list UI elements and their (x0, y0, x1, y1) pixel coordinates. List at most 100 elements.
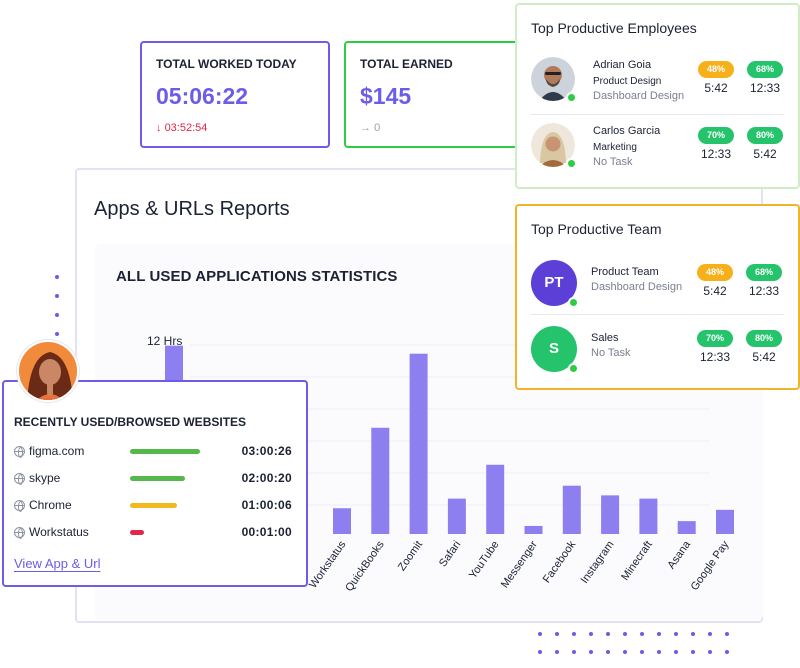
employee-time-1: 5:42 (704, 81, 728, 95)
team-time-1: 12:33 (699, 350, 731, 364)
x-tick-label: Messenger (499, 539, 540, 591)
website-row[interactable]: skype 02:00:20 (14, 471, 300, 487)
website-row[interactable]: Chrome 01:00:06 (14, 498, 300, 514)
recent-websites-card: RECENTLY USED/BROWSED WEBSITES figma.com… (2, 380, 308, 587)
bar (677, 521, 696, 534)
online-status-icon (568, 297, 579, 308)
divider (531, 314, 784, 315)
avatar-photo-icon (531, 123, 575, 167)
team-name: Sales (591, 332, 619, 344)
arrow-down-icon: ↓ (156, 122, 162, 134)
website-time: 01:00:06 (241, 498, 292, 512)
globe-icon (14, 473, 25, 485)
employee-time-2: 5:42 (753, 147, 777, 161)
employee-badge-2: 68% (747, 61, 783, 78)
team-badge-2: 68% (746, 264, 782, 281)
team-avatar: S (531, 326, 579, 374)
arrow-right-icon: → (360, 122, 371, 134)
report-title: Apps & URLs Reports (94, 198, 290, 220)
website-time: 03:00:26 (241, 444, 292, 458)
bar (371, 427, 390, 534)
view-app-url-link[interactable]: View App & Url (14, 556, 101, 571)
x-tick-label: QuickBooks (343, 538, 387, 593)
avatar-photo-icon (531, 57, 575, 101)
x-tick-label: Google Pay (689, 538, 732, 592)
team-time-1: 5:42 (703, 284, 727, 298)
website-name: figma.com (29, 444, 85, 458)
employee-badge-1: 70% (698, 127, 734, 144)
total-earned-sub-value: 0 (374, 122, 381, 134)
team-badge-1: 70% (697, 330, 733, 347)
website-usage-bar (130, 503, 177, 508)
x-tick-label: Safari (437, 539, 463, 569)
avatar (531, 57, 577, 103)
website-usage-bar (130, 449, 200, 454)
bar (486, 464, 505, 534)
website-name: Chrome (29, 498, 72, 512)
x-tick-label: Asana (665, 538, 693, 571)
online-status-icon (568, 363, 579, 374)
total-earned-card: TOTAL EARNED $145 → 0 (344, 41, 534, 148)
total-earned-sub: → 0 (360, 122, 518, 134)
employee-row[interactable]: Carlos Garcia Marketing No Task 70% 80% … (531, 123, 791, 179)
team-time-2: 12:33 (748, 284, 780, 298)
employee-role: Marketing (593, 142, 637, 153)
total-earned-value: $145 (360, 83, 412, 109)
bar (716, 509, 734, 534)
total-worked-sub: ↓ 03:52:54 (156, 122, 314, 134)
x-tick-label: Instagram (579, 539, 617, 586)
team-initials: S (548, 340, 559, 357)
top-employees-card: Top Productive Employees Adrian Goia Pro… (515, 3, 800, 189)
x-tick-label: YouTube (467, 539, 502, 581)
team-row[interactable]: S Sales No Task 70% 80% 12:33 5:42 (531, 326, 791, 382)
decorative-dots-horizontal (538, 632, 729, 668)
top-team-card: Top Productive Team PT Product Team Dash… (515, 204, 800, 390)
bar (333, 508, 351, 534)
total-worked-value: 05:06:22 (156, 83, 249, 109)
team-name: Product Team (591, 266, 659, 278)
website-name: Workstatus (29, 525, 89, 539)
total-earned-label: TOTAL EARNED (360, 57, 453, 71)
globe-icon (14, 446, 25, 458)
online-status-icon (566, 92, 577, 103)
user-avatar (17, 340, 79, 402)
website-time: 02:00:20 (241, 471, 292, 485)
total-worked-sub-value: 03:52:54 (164, 122, 208, 134)
avatar (531, 123, 577, 169)
team-initials: PT (544, 274, 564, 291)
team-avatar: PT (531, 260, 579, 308)
x-tick-label: Workstatus (307, 538, 349, 590)
bar (562, 485, 581, 534)
recent-websites-title: RECENTLY USED/BROWSED WEBSITES (14, 415, 247, 429)
top-team-title: Top Productive Team (531, 221, 662, 237)
x-tick-label: Minecraft (619, 539, 655, 583)
bar (447, 498, 466, 534)
employee-task: No Task (593, 156, 633, 168)
bar (601, 495, 620, 534)
online-status-icon (566, 158, 577, 169)
team-task: Dashboard Design (591, 281, 683, 293)
website-row[interactable]: figma.com 03:00:26 (14, 444, 300, 460)
x-tick-label: Facebook (541, 538, 579, 585)
divider (531, 114, 784, 115)
website-row[interactable]: Workstatus 00:01:00 (14, 525, 300, 541)
team-badge-2: 80% (746, 330, 782, 347)
top-employees-title: Top Productive Employees (531, 20, 697, 36)
employee-role: Product Design (593, 76, 662, 87)
employee-badge-2: 80% (747, 127, 783, 144)
employee-row[interactable]: Adrian Goia Product Design Dashboard Des… (531, 57, 791, 113)
y-tick-label: 12 Hrs (147, 334, 182, 348)
employee-badge-1: 48% (698, 61, 734, 78)
x-tick-label: Zoomit (396, 539, 425, 573)
team-row[interactable]: PT Product Team Dashboard Design 48% 68%… (531, 260, 791, 316)
team-task: No Task (591, 347, 631, 359)
employee-time-1: 12:33 (700, 147, 732, 161)
total-worked-card: TOTAL WORKED TODAY 05:06:22 ↓ 03:52:54 (140, 41, 330, 148)
website-time: 00:01:00 (241, 525, 292, 539)
bar (409, 353, 428, 534)
globe-icon (14, 500, 25, 512)
employee-name: Adrian Goia (593, 59, 652, 71)
team-badge-1: 48% (697, 264, 733, 281)
globe-icon (14, 527, 25, 539)
total-worked-label: TOTAL WORKED TODAY (156, 57, 297, 71)
